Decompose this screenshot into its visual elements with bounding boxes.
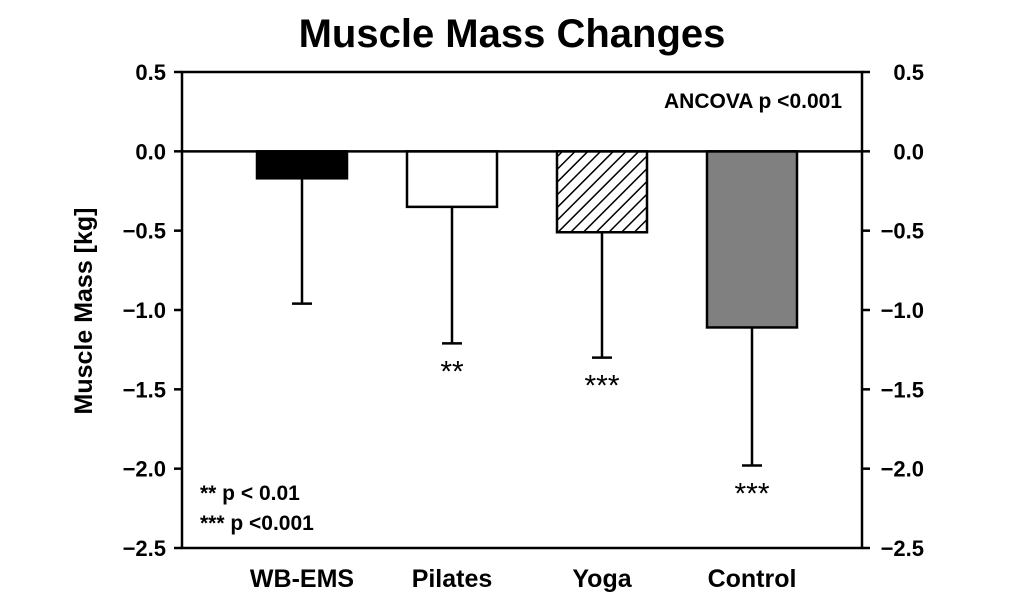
- y-tick-label-left: 0.5: [135, 60, 166, 85]
- y-tick-label-right: −2.0: [881, 457, 924, 482]
- bar: [705, 150, 799, 329]
- y-axis-label: Muscle Mass [kg]: [70, 207, 98, 414]
- y-tick-label-right: −0.5: [881, 219, 924, 244]
- ancova-annotation: ANCOVA p <0.001: [664, 90, 842, 113]
- significance-marker: ***: [734, 477, 769, 510]
- y-tick-label-left: −1.0: [123, 298, 166, 323]
- y-tick-label-left: −0.5: [123, 219, 166, 244]
- y-tick-label-right: −1.5: [881, 377, 924, 402]
- y-tick-label-right: 0.0: [893, 139, 924, 164]
- significance-legend-3star: *** p <0.001: [200, 512, 314, 535]
- chart-title: Muscle Mass Changes: [298, 12, 726, 56]
- x-category-label: Yoga: [572, 565, 632, 593]
- x-category-label: Control: [708, 565, 797, 593]
- y-tick-label-right: −1.0: [881, 298, 924, 323]
- y-tick-label-left: 0.0: [135, 139, 166, 164]
- bar: [405, 150, 499, 209]
- significance-legend-2star: ** p < 0.01: [200, 482, 300, 505]
- y-tick-label-left: −1.5: [123, 377, 166, 402]
- y-tick-label-left: −2.5: [123, 536, 166, 561]
- significance-marker: **: [440, 355, 464, 388]
- y-tick-label-right: −2.5: [881, 536, 924, 561]
- x-category-label: WB-EMS: [250, 565, 354, 593]
- significance-marker: ***: [584, 370, 619, 403]
- bar: [255, 150, 349, 180]
- y-tick-label-left: −2.0: [123, 457, 166, 482]
- y-tick-label-right: 0.5: [893, 60, 924, 85]
- bar: [555, 150, 649, 234]
- x-category-label: Pilates: [412, 565, 493, 593]
